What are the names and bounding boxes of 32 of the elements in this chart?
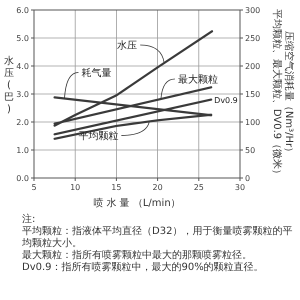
text: 平均颗粒：指液体平均直径（D32），用于衡量喷雾颗粒的平均颗粒大小。 <box>22 226 294 250</box>
y-axis-title: 水压(巴) <box>4 55 14 115</box>
x-tick-label: 25 <box>194 183 204 192</box>
x-tick-label: 10 <box>70 183 80 192</box>
y-tick-label: 1.0 <box>16 146 29 155</box>
series-label: 平均颗粒 <box>78 130 118 142</box>
text: 水压 <box>117 40 138 52</box>
y-tick-label: 5.0 <box>16 34 29 43</box>
y2-axis-title: 压缩空气消耗量（Nm³/Hr）平均颗粒、最大颗粒、DV0.9（微米） <box>271 8 295 180</box>
text: 耗气量 <box>81 66 112 79</box>
y2-tick-label: 300 <box>245 6 260 15</box>
y2-tick-label: 150 <box>245 90 260 99</box>
y2-tick-label: 200 <box>245 62 260 71</box>
y2-tick-label: 50 <box>245 146 256 155</box>
text: Dv0.9：指所有喷雾颗粒中，最大的90%的颗粒直径。 <box>22 262 265 274</box>
x-tick-label: 15 <box>111 183 122 192</box>
series-label: Dv0.9 <box>214 96 238 106</box>
x-tick-label: 20 <box>152 183 163 192</box>
y-tick-label: 4.0 <box>16 62 29 71</box>
text: 注: <box>22 214 36 226</box>
text: 最大颗粒：指所有喷雾颗粒中最大的那颗喷雾粒径。 <box>22 250 253 262</box>
series-label: 最大颗粒 <box>178 73 218 86</box>
x-tick-label: 30 <box>234 183 246 192</box>
y-tick-label: 6.0 <box>16 6 29 15</box>
y2-tick-label: 100 <box>245 118 260 127</box>
y-tick-label: 3.0 <box>16 90 29 99</box>
x-axis-title: 喷 水 量 （L/min） <box>93 197 181 209</box>
y-tick-label: 0.0 <box>16 174 29 183</box>
x-tick-label: 5 <box>31 183 37 192</box>
y-tick-label: 2.0 <box>16 118 29 127</box>
y2-tick-label: 250 <box>245 34 260 43</box>
y2-tick-label: 0 <box>245 174 250 183</box>
